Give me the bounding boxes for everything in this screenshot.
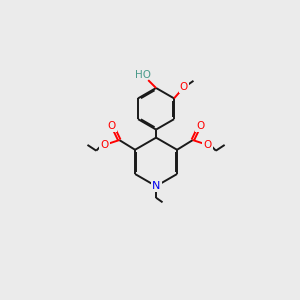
Text: O: O <box>100 140 109 150</box>
Text: O: O <box>204 140 212 150</box>
Text: O: O <box>108 121 116 131</box>
Text: O: O <box>196 121 205 131</box>
Text: HO: HO <box>135 70 151 80</box>
Text: N: N <box>152 181 160 191</box>
Text: O: O <box>180 82 188 92</box>
